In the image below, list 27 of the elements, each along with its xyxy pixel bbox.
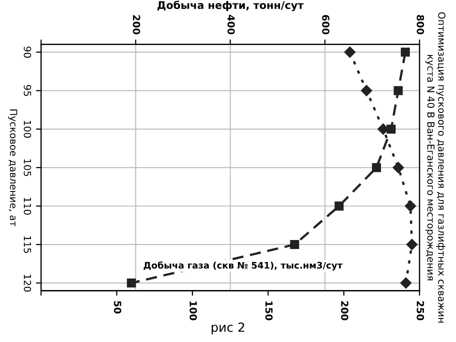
- point: [406, 238, 418, 250]
- point: [360, 85, 372, 96]
- x2-tick-label: 200: [132, 15, 140, 34]
- x-tick-label: 100: [190, 302, 197, 320]
- y-tick-label: 105: [24, 159, 32, 176]
- y-tick-label: 90: [24, 46, 32, 58]
- y-tick-label: 110: [24, 198, 32, 215]
- y-tick-label: 95: [24, 85, 32, 96]
- x-tick-label: 150: [265, 302, 273, 320]
- point: [404, 200, 416, 212]
- x2-tick-label: 400: [227, 14, 235, 34]
- y-tick-label: 100: [24, 120, 32, 138]
- y-axis-title: Пусковое давление, ат: [8, 110, 18, 226]
- point: [392, 162, 404, 174]
- x-tick-label: 250: [416, 301, 424, 320]
- x2-tick-label: 600: [322, 15, 330, 34]
- annotation: Добыча газа (скв № 541), тыс.нм3/сут: [144, 261, 342, 270]
- x2-axis-title: Добыча нефти, тонн/сут: [157, 0, 304, 12]
- x-tick-label: 200: [341, 301, 348, 320]
- text: Оптимизация пускового давления для газлифтных скважин куста N 40 В Ван-Еганского месторождения: [425, 12, 446, 323]
- x-tick-label: 50: [114, 301, 122, 314]
- x2-tick-label: 800: [416, 15, 424, 34]
- y-tick-label: 115: [24, 236, 32, 253]
- y-tick-label: 120: [24, 274, 32, 292]
- point: [344, 46, 356, 58]
- text: рис 2: [212, 322, 244, 334]
- point: [400, 277, 412, 289]
